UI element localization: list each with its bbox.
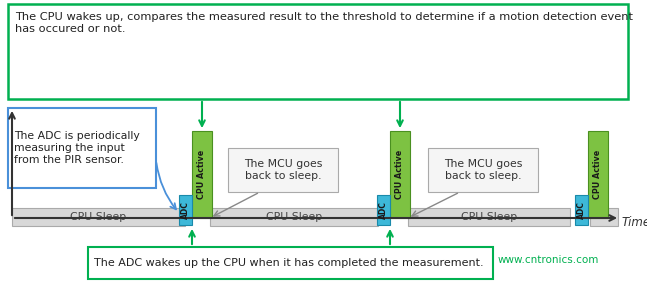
FancyBboxPatch shape (192, 131, 212, 218)
Text: The MCU goes
back to sleep.: The MCU goes back to sleep. (244, 159, 322, 181)
Text: The ADC wakes up the CPU when it has completed the measurement.: The ADC wakes up the CPU when it has com… (94, 258, 483, 268)
FancyBboxPatch shape (590, 208, 618, 226)
Text: The ADC is periodically
measuring the input
from the PIR sensor.: The ADC is periodically measuring the in… (14, 131, 140, 165)
FancyBboxPatch shape (408, 208, 570, 226)
FancyBboxPatch shape (575, 195, 588, 225)
FancyBboxPatch shape (228, 148, 338, 192)
FancyBboxPatch shape (390, 131, 410, 218)
Text: ADC: ADC (181, 201, 190, 219)
Text: CPU Active: CPU Active (395, 150, 404, 199)
Text: The MCU goes
back to sleep.: The MCU goes back to sleep. (444, 159, 522, 181)
FancyBboxPatch shape (179, 195, 192, 225)
Text: ADC: ADC (577, 201, 586, 219)
FancyBboxPatch shape (428, 148, 538, 192)
FancyBboxPatch shape (12, 208, 185, 226)
FancyBboxPatch shape (377, 195, 390, 225)
FancyBboxPatch shape (8, 4, 628, 99)
Text: Time: Time (622, 216, 647, 229)
FancyBboxPatch shape (588, 131, 608, 218)
Text: The CPU wakes up, compares the measured result to the threshold to determine if : The CPU wakes up, compares the measured … (15, 12, 633, 34)
Text: CPU Sleep: CPU Sleep (266, 212, 322, 222)
Text: CPU Sleep: CPU Sleep (461, 212, 517, 222)
FancyBboxPatch shape (8, 108, 156, 188)
FancyBboxPatch shape (88, 247, 493, 279)
Text: www.cntronics.com: www.cntronics.com (498, 255, 599, 265)
Text: CPU Active: CPU Active (197, 150, 206, 199)
FancyBboxPatch shape (210, 208, 378, 226)
Text: CPU Active: CPU Active (593, 150, 602, 199)
Text: ADC: ADC (379, 201, 388, 219)
Text: CPU Sleep: CPU Sleep (70, 212, 126, 222)
